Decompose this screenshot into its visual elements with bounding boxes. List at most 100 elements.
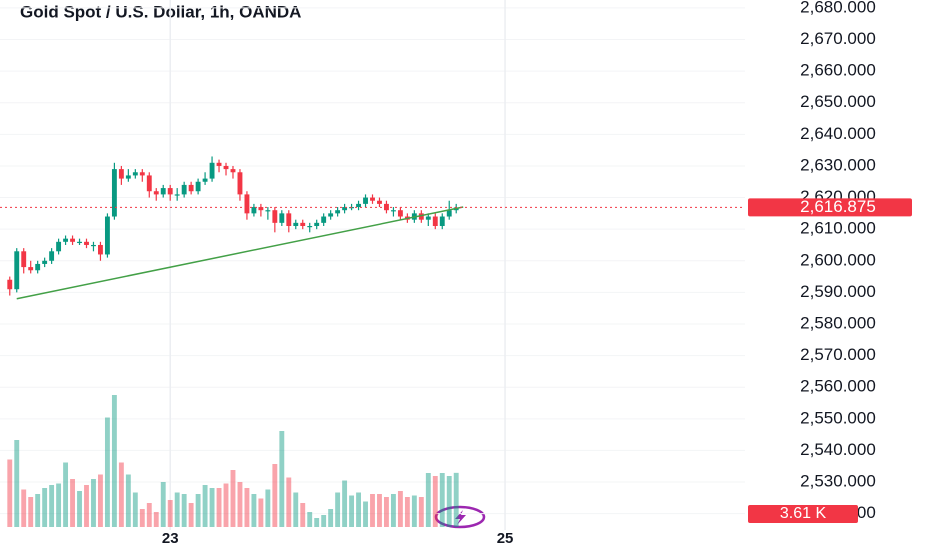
candle-body xyxy=(397,210,403,217)
candle-body xyxy=(377,200,382,204)
candle-body xyxy=(21,251,27,268)
y-tick-label: 2,540.000 xyxy=(800,440,876,459)
candle-body xyxy=(35,263,41,271)
x-tick-label: 25 xyxy=(497,530,514,547)
volume-bar xyxy=(98,474,103,527)
volume-bar xyxy=(349,495,355,527)
volume-label-box xyxy=(748,505,858,523)
volume-bar xyxy=(418,497,424,527)
volume-bar xyxy=(209,488,215,527)
volume-bar xyxy=(321,515,327,527)
volume-bar xyxy=(70,479,75,527)
candle-body xyxy=(195,181,201,192)
volume-bar xyxy=(390,494,396,527)
volume-bar xyxy=(91,479,96,527)
y-tick-label: 2,610.000 xyxy=(800,219,876,238)
candle-body xyxy=(49,251,55,261)
candle-body xyxy=(125,175,131,179)
candle-body xyxy=(167,188,173,195)
candle-body xyxy=(111,169,117,217)
y-tick-label: 2,600.000 xyxy=(800,250,876,269)
candle-body xyxy=(432,216,438,227)
volume-bar xyxy=(453,472,459,527)
volume-bar xyxy=(181,494,187,527)
candle-body xyxy=(28,267,34,271)
candle-body xyxy=(42,260,48,264)
volume-bar xyxy=(216,488,222,527)
volume-bar xyxy=(125,474,131,527)
volume-bar xyxy=(411,495,417,527)
volume-bar xyxy=(328,509,334,527)
volume-bar xyxy=(265,489,271,527)
candle-body xyxy=(342,207,348,211)
y-tick-label: 2,580.000 xyxy=(800,313,876,332)
candle-body xyxy=(446,210,452,217)
y-tick-label: 2,530.000 xyxy=(800,472,876,491)
volume-bar xyxy=(202,485,208,527)
volume-bar xyxy=(56,483,62,527)
volume-bar xyxy=(307,512,313,527)
candle-body xyxy=(181,184,187,195)
volume-bar xyxy=(21,489,27,527)
candle-body xyxy=(202,178,208,182)
volume-bar xyxy=(272,464,278,527)
y-tick-label: 2,630.000 xyxy=(800,155,876,174)
candle-body xyxy=(390,210,396,212)
volume-bar xyxy=(111,395,117,527)
candle-body xyxy=(188,184,194,192)
candle-body xyxy=(118,169,124,179)
candle-body xyxy=(216,162,222,166)
candle-body xyxy=(70,238,75,242)
volume-bar xyxy=(439,473,445,527)
trend-line xyxy=(16,206,464,300)
volume-bar xyxy=(195,494,201,527)
volume-bar xyxy=(153,512,159,527)
volume-bar xyxy=(432,476,438,527)
volume-bar xyxy=(251,494,257,527)
candle-body xyxy=(293,222,299,227)
candle-body xyxy=(237,172,243,195)
volume-bar xyxy=(35,494,41,527)
candle-body xyxy=(63,238,69,242)
candle-body xyxy=(425,216,431,220)
candle-body xyxy=(209,162,215,179)
y-tick-label: 2,550.000 xyxy=(800,408,876,427)
y-tick-label: 2,670.000 xyxy=(800,29,876,48)
y-tick-label: 2,640.000 xyxy=(800,124,876,143)
volume-bar xyxy=(370,494,375,527)
volume-bar xyxy=(342,480,348,527)
bolt-icon xyxy=(434,505,486,529)
volume-bar xyxy=(446,476,452,527)
volume-bar xyxy=(49,485,55,527)
candle-body xyxy=(56,241,62,252)
volume-bar xyxy=(104,417,110,527)
y-tick-label: 2,570.000 xyxy=(800,345,876,364)
candle-body xyxy=(146,175,152,192)
volume-bar xyxy=(397,491,403,527)
volume-bar xyxy=(42,488,48,527)
candle-body xyxy=(300,222,306,227)
volume-bar xyxy=(356,492,361,527)
volume-bar xyxy=(384,497,389,527)
volume-bar xyxy=(377,494,382,527)
chart-title: Gold Spot / U.S. Dollar, 1h, OANDA xyxy=(20,2,301,21)
candle-body xyxy=(370,197,375,201)
candle-body xyxy=(418,213,424,220)
volume-bar xyxy=(404,497,410,527)
candle-body xyxy=(104,216,110,255)
volume-bar xyxy=(63,462,69,527)
candle-body xyxy=(307,226,313,228)
volume-bar xyxy=(286,477,292,527)
volume-label: 3.61 K xyxy=(780,505,827,522)
volume-bar xyxy=(314,518,320,527)
volume-bar xyxy=(244,488,250,527)
volume-bar xyxy=(146,503,152,527)
candle-body xyxy=(77,241,82,244)
y-tick-label: 2,680.000 xyxy=(800,0,876,16)
volume-bar xyxy=(14,440,20,527)
price-label: 2,616.875 xyxy=(800,197,876,216)
y-tick-label: 2,650.000 xyxy=(800,92,876,111)
x-tick-label: 23 xyxy=(162,530,179,547)
volume-bar xyxy=(258,498,264,527)
candle-body xyxy=(251,207,257,214)
